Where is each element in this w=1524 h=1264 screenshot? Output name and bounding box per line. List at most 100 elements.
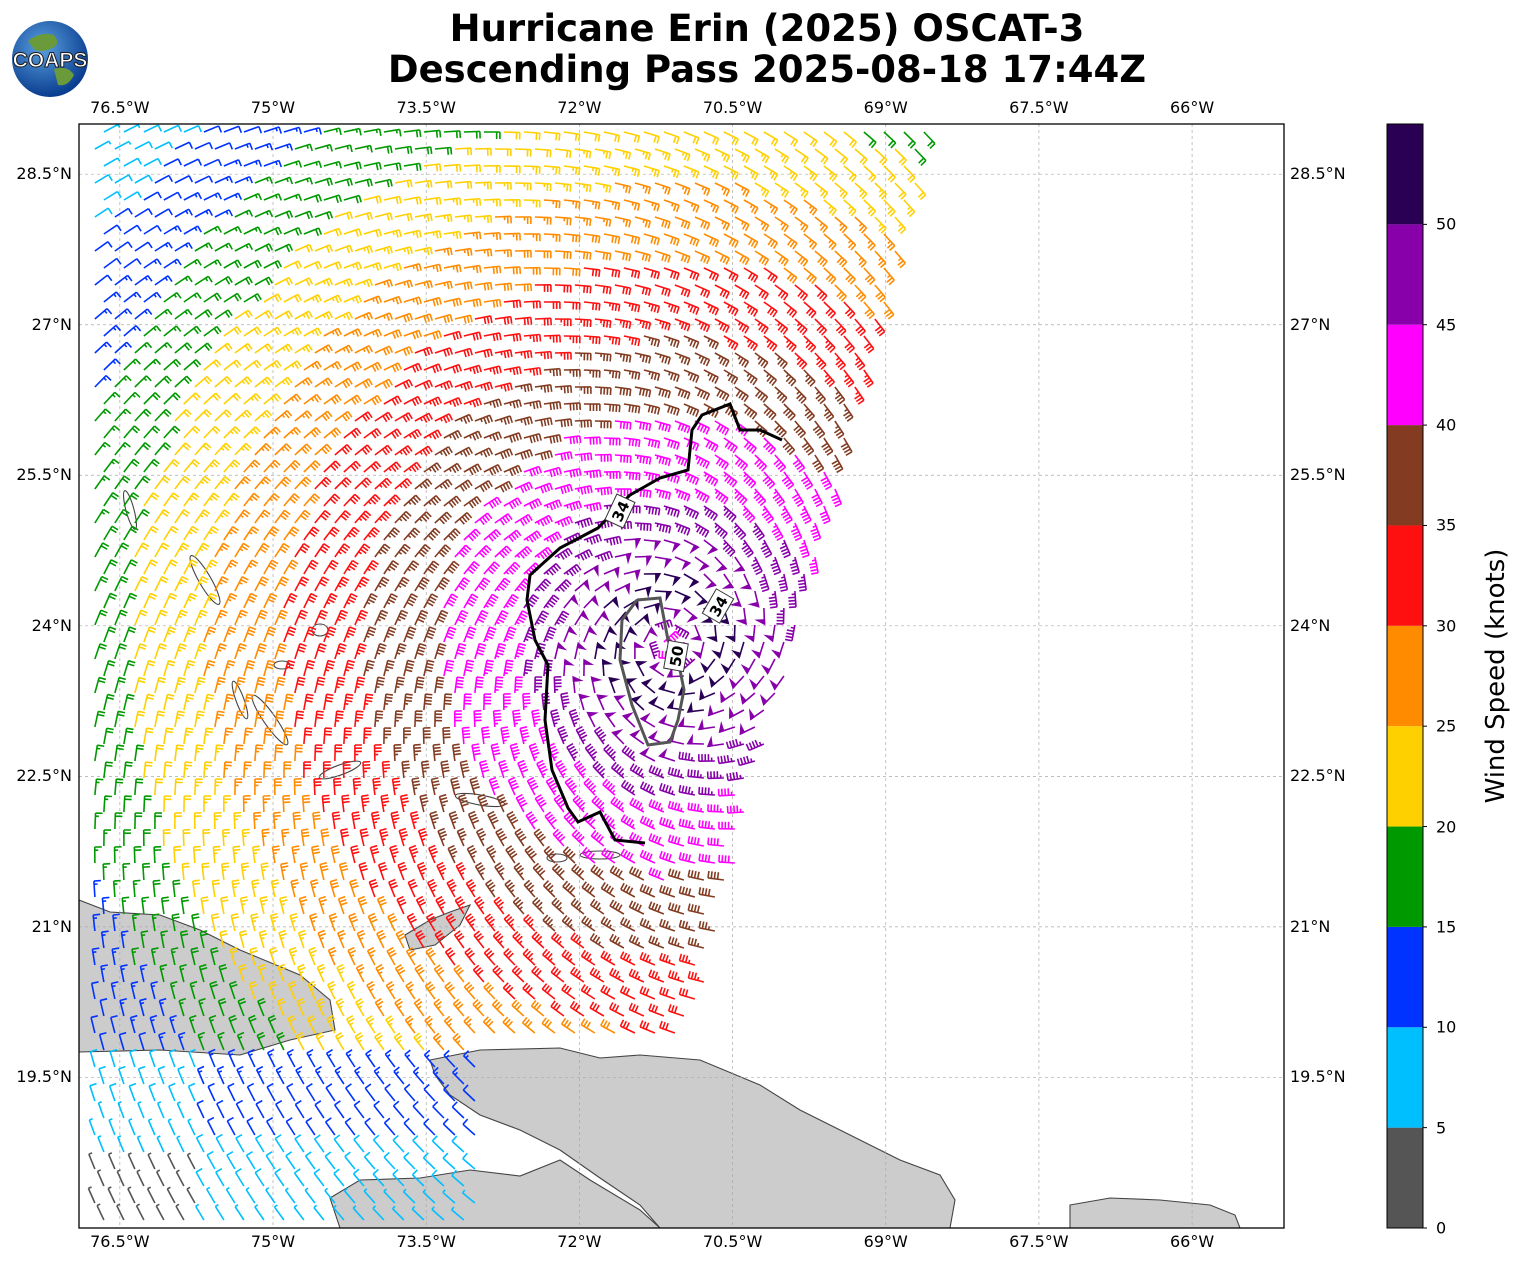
wind-barb bbox=[754, 607, 766, 626]
wind-barb bbox=[143, 224, 162, 235]
wind-barb bbox=[423, 527, 441, 541]
wind-barb bbox=[114, 542, 130, 558]
wind-barb bbox=[323, 727, 333, 745]
wind-barb bbox=[509, 742, 521, 762]
wind-barb bbox=[303, 626, 317, 643]
wind-barb bbox=[174, 575, 189, 592]
wind-barb bbox=[523, 333, 542, 343]
wind-barb bbox=[594, 216, 612, 227]
wind-barb bbox=[659, 850, 676, 864]
wind-barb bbox=[194, 778, 203, 796]
wind-barb bbox=[234, 778, 243, 796]
wind-barb bbox=[354, 576, 370, 592]
wind-barb bbox=[303, 592, 318, 609]
wind-barb bbox=[490, 743, 501, 762]
wind-barb bbox=[463, 693, 472, 711]
wind-barb bbox=[374, 378, 393, 389]
wind-barb bbox=[394, 345, 414, 356]
wind-barb bbox=[721, 573, 735, 589]
wind-barb bbox=[572, 794, 586, 813]
wind-barb bbox=[454, 609, 469, 626]
wind-barb bbox=[543, 199, 561, 209]
wind-barb bbox=[614, 284, 632, 296]
wind-barb bbox=[523, 498, 543, 510]
wind-barb bbox=[634, 148, 652, 161]
wind-barb bbox=[103, 224, 122, 235]
wind-barb bbox=[197, 1031, 206, 1051]
wind-barb bbox=[434, 446, 453, 457]
wind-barb bbox=[114, 609, 128, 626]
wind-barb bbox=[437, 827, 448, 847]
wind-barb bbox=[494, 315, 513, 325]
wind-barb bbox=[423, 230, 442, 239]
wind-barb bbox=[394, 279, 414, 289]
wind-barb bbox=[620, 848, 636, 864]
wind-barb bbox=[323, 626, 337, 643]
wind-barb bbox=[403, 196, 422, 205]
wind-barb bbox=[303, 260, 323, 270]
wind-barb bbox=[376, 895, 387, 915]
wind-barb bbox=[374, 178, 393, 188]
wind-barb bbox=[751, 556, 763, 576]
wind-barb bbox=[394, 642, 407, 660]
wind-barb bbox=[263, 592, 278, 609]
wind-barb bbox=[903, 131, 916, 149]
wind-barb bbox=[494, 282, 513, 292]
wind-barb bbox=[257, 963, 267, 983]
wind-barb bbox=[643, 505, 661, 516]
wind-barb bbox=[281, 828, 290, 847]
wind-barb bbox=[200, 896, 209, 915]
wind-barb bbox=[799, 539, 810, 559]
wind-barb bbox=[874, 148, 888, 166]
wind-barb bbox=[94, 643, 107, 660]
wind-barb bbox=[512, 931, 525, 949]
wind-barb bbox=[678, 885, 696, 898]
wind-barb bbox=[483, 332, 502, 342]
wind-barb bbox=[541, 983, 556, 1000]
wind-barb bbox=[463, 231, 482, 240]
wind-barb bbox=[667, 1004, 685, 1017]
wind-barb bbox=[628, 968, 645, 983]
wind-barb bbox=[96, 1169, 105, 1187]
wind-barb bbox=[174, 375, 193, 388]
wind-barb bbox=[223, 259, 242, 269]
wind-barb bbox=[334, 1100, 345, 1119]
wind-barb bbox=[103, 358, 121, 371]
wind-barb bbox=[198, 963, 208, 983]
wind-barb bbox=[308, 946, 317, 966]
wind-barb bbox=[384, 1083, 396, 1102]
wind-barb bbox=[333, 777, 342, 796]
wind-barb bbox=[414, 213, 433, 222]
wind-barb bbox=[498, 759, 509, 779]
wind-barb bbox=[820, 471, 833, 491]
wind-barb bbox=[346, 1014, 356, 1034]
wind-barb bbox=[243, 559, 259, 575]
wind-barb bbox=[543, 434, 562, 444]
wind-barb bbox=[726, 805, 744, 814]
wind-barb bbox=[243, 259, 262, 269]
wind-barb bbox=[515, 793, 528, 813]
wind-barb bbox=[745, 739, 765, 752]
wind-barb bbox=[154, 308, 173, 320]
wind-barb bbox=[183, 258, 202, 269]
wind-barb bbox=[254, 176, 274, 184]
wind-barb bbox=[600, 984, 616, 1000]
wind-barb bbox=[176, 1101, 185, 1119]
wind-barb bbox=[276, 997, 286, 1017]
colorbar-tick-label: 10 bbox=[1436, 1017, 1457, 1037]
wind-barb bbox=[303, 493, 321, 507]
wind-barb bbox=[466, 844, 477, 864]
wind-barb bbox=[163, 124, 183, 133]
wind-barb bbox=[623, 267, 641, 279]
wind-barb bbox=[594, 148, 612, 160]
wind-barb bbox=[474, 676, 484, 694]
wind-barb bbox=[123, 291, 142, 303]
wind-barb bbox=[323, 194, 343, 203]
wind-barb bbox=[94, 374, 112, 388]
wind-barb bbox=[706, 771, 724, 780]
wind-barb bbox=[94, 744, 105, 762]
wind-barb bbox=[334, 311, 354, 321]
wind-barb bbox=[89, 1048, 98, 1068]
wind-barb bbox=[174, 241, 193, 252]
wind-barb bbox=[487, 810, 499, 830]
